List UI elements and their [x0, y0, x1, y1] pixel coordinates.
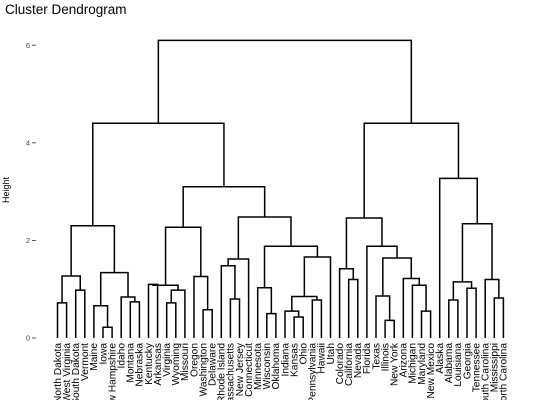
leaf-label: Connecticut: [244, 343, 255, 397]
leaf-label: Wisconsin: [262, 343, 273, 389]
leaf-label: Virginia: [162, 343, 173, 377]
leaf-label: Indiana: [280, 343, 291, 377]
merge-link: [263, 245, 319, 288]
leaf-label: Wyoming: [171, 343, 182, 386]
leaf-label: Oklahoma: [271, 343, 282, 390]
merge-link: [375, 295, 391, 338]
y-tick-label: 2: [26, 236, 30, 245]
leaf-label: Utah: [326, 343, 337, 365]
merge-link: [70, 225, 116, 277]
merge-link: [93, 305, 109, 338]
leaf-label: Missouri: [180, 343, 191, 381]
merge-link: [291, 295, 318, 312]
leaf-label: Maryland: [417, 343, 428, 385]
merge-link: [157, 39, 413, 124]
merge-link: [165, 302, 177, 338]
merge-link: [229, 298, 241, 338]
leaf-label: Maine: [89, 343, 100, 371]
leaf-label: Arizona: [399, 343, 410, 378]
merge-link: [202, 308, 213, 338]
merge-link: [402, 277, 420, 338]
leaf-label: Washington: [198, 343, 209, 396]
leaf-label: Florida: [362, 343, 373, 374]
merge-link: [129, 301, 141, 338]
leaf-label: Illinois: [380, 343, 391, 371]
merge-link: [99, 271, 129, 306]
leaf-label: Pennsylvania: [308, 343, 319, 400]
leaf-label: Oregon: [189, 343, 200, 377]
leaf-label: Nebraska: [135, 343, 146, 387]
merge-link: [293, 316, 304, 338]
merge-link: [466, 287, 477, 338]
merge-link: [493, 297, 505, 338]
leaf-label: Colorado: [335, 343, 346, 385]
leaf-label: West Virginia: [62, 343, 73, 400]
leaf-label: Texas: [371, 343, 382, 370]
leaf-label: Iowa: [98, 343, 109, 365]
merge-link: [420, 310, 432, 338]
leaf-label: California: [344, 343, 355, 386]
leaf-label: Rhode Island: [217, 343, 228, 400]
merge-link: [266, 312, 277, 338]
leaf-label: New Jersey: [235, 342, 246, 396]
merge-link: [74, 289, 86, 338]
leaf-label: North Dakota: [53, 343, 64, 400]
y-tick-label: 4: [26, 139, 30, 148]
merge-link: [461, 223, 493, 282]
leaf-label: Tennessee: [471, 343, 482, 393]
leaf-label: Michigan: [408, 343, 419, 384]
merge-link: [92, 122, 225, 226]
leaf-label: South Dakota: [71, 343, 82, 400]
merge-link: [347, 278, 359, 338]
merge-link: [484, 278, 500, 338]
y-tick-label: 6: [26, 41, 30, 50]
merge-link: [382, 257, 413, 297]
leaf-label: Mississippi: [490, 343, 501, 392]
leaf-label: Georgia: [462, 343, 473, 380]
merge-link: [120, 296, 136, 338]
leaf-label: New Mexico: [426, 343, 437, 399]
merge-link: [363, 122, 460, 218]
y-tick-label: 0: [26, 334, 30, 343]
merge-link: [170, 289, 186, 338]
leaf-label: Idaho: [117, 343, 128, 369]
merge-link: [220, 265, 236, 338]
leaf-label: South Carolina: [481, 343, 492, 400]
merge-link: [284, 310, 300, 338]
leaf-label: Vermont: [80, 343, 91, 381]
merge-link: [384, 319, 395, 338]
merge-link: [448, 299, 459, 338]
dendrogram-links: [56, 39, 505, 338]
leaf-label: Massachusetts: [226, 343, 237, 400]
y-axis-label: Height: [1, 176, 11, 203]
merge-link: [345, 217, 383, 269]
leaf-label: Montana: [126, 343, 137, 383]
merge-link: [147, 283, 159, 338]
leaf-label: Kansas: [289, 343, 300, 377]
merge-link: [366, 245, 398, 338]
merge-link: [56, 302, 68, 338]
leaf-label: Alabama: [444, 343, 455, 384]
chart-title: Cluster Dendrogram: [5, 2, 127, 17]
leaf-label: New York: [390, 342, 401, 386]
leaf-label: Louisiana: [453, 343, 464, 387]
leaf-label: Nevada: [353, 343, 364, 378]
leaf-label: Hawaii: [317, 343, 328, 374]
leaf-label: Arkansas: [153, 343, 164, 385]
merge-link: [182, 185, 266, 228]
leaf-label: New Hampshire: [107, 343, 118, 400]
merge-link: [102, 326, 113, 338]
leaf-label: Minnesota: [253, 343, 264, 390]
leaf-label: North Carolina: [499, 343, 510, 400]
leaf-label: Delaware: [208, 343, 219, 386]
merge-link: [311, 299, 323, 338]
y-axis: 0 2 4 6: [26, 41, 36, 343]
merge-link: [452, 281, 473, 300]
leaf-label: Ohio: [299, 343, 310, 365]
merge-link: [193, 275, 209, 338]
leaf-label: Alaska: [435, 343, 446, 374]
leaf-label: Kentucky: [144, 342, 155, 385]
